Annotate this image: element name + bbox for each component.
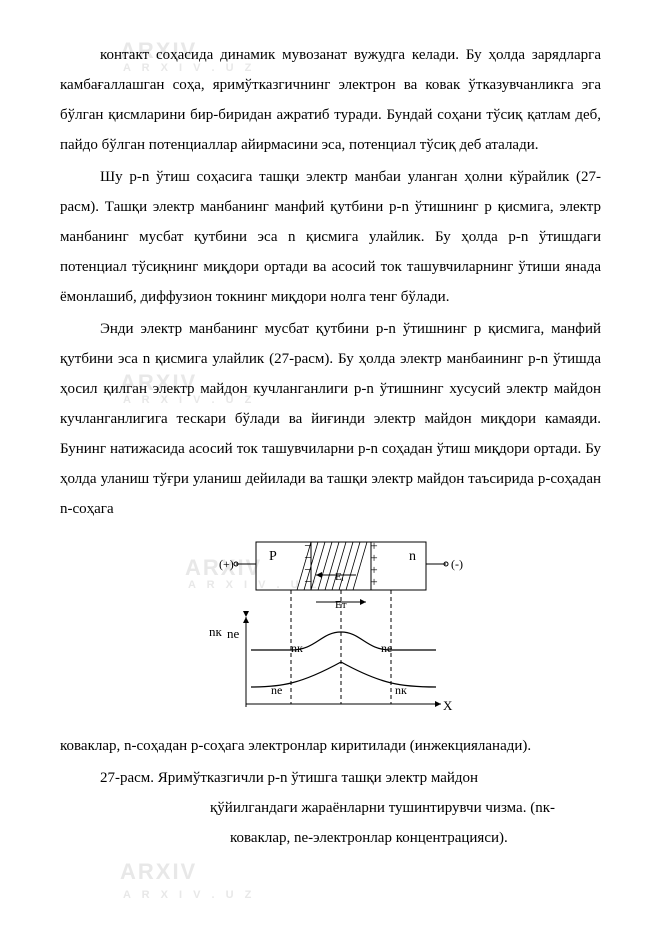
figure-caption-line1: 27-расм. Яримўтказгичли p-n ўтишга ташқи… <box>60 763 601 793</box>
svg-text:−: − <box>304 574 311 589</box>
svg-text:n: n <box>409 549 416 564</box>
figure-container: −+−+−+−+Pn(+)(-)EᵢEтnкnenкnenenкX <box>60 532 601 727</box>
pn-junction-figure: −+−+−+−+Pn(+)(-)EᵢEтnкnenкnenenкX <box>191 532 471 727</box>
paragraph-1: контакт соҳасида динамик мувозанат вужуд… <box>60 40 601 160</box>
svg-text:nк: nк <box>209 624 223 639</box>
svg-text:nк: nк <box>291 641 303 655</box>
svg-text:+: + <box>370 574 377 589</box>
svg-text:nк: nк <box>395 683 407 697</box>
paragraph-2: Шу p-n ўтиш соҳасига ташқи электр манбаи… <box>60 162 601 312</box>
figure-caption-line3: коваклар, ne-электронлар концентрацияси)… <box>60 823 601 853</box>
svg-text:X: X <box>443 698 453 713</box>
svg-text:ne: ne <box>271 683 282 697</box>
svg-text:Eт: Eт <box>335 599 347 611</box>
svg-text:(+): (+) <box>219 557 234 571</box>
svg-text:ne: ne <box>227 626 240 641</box>
svg-text:ne: ne <box>381 641 392 655</box>
svg-text:(-): (-) <box>451 557 463 571</box>
svg-text:P: P <box>269 549 277 564</box>
watermark-url: A R X I V . U Z <box>123 889 255 901</box>
paragraph-3: Энди электр манбанинг мусбат қутбини p-n… <box>60 314 601 761</box>
figure-caption-line2: қўйилгандаги жараёнларни тушинтирувчи чи… <box>60 793 601 823</box>
svg-text:Eᵢ: Eᵢ <box>335 571 344 583</box>
page-content: контакт соҳасида динамик мувозанат вужуд… <box>60 40 601 853</box>
watermark-text: ARXIV <box>120 859 197 885</box>
